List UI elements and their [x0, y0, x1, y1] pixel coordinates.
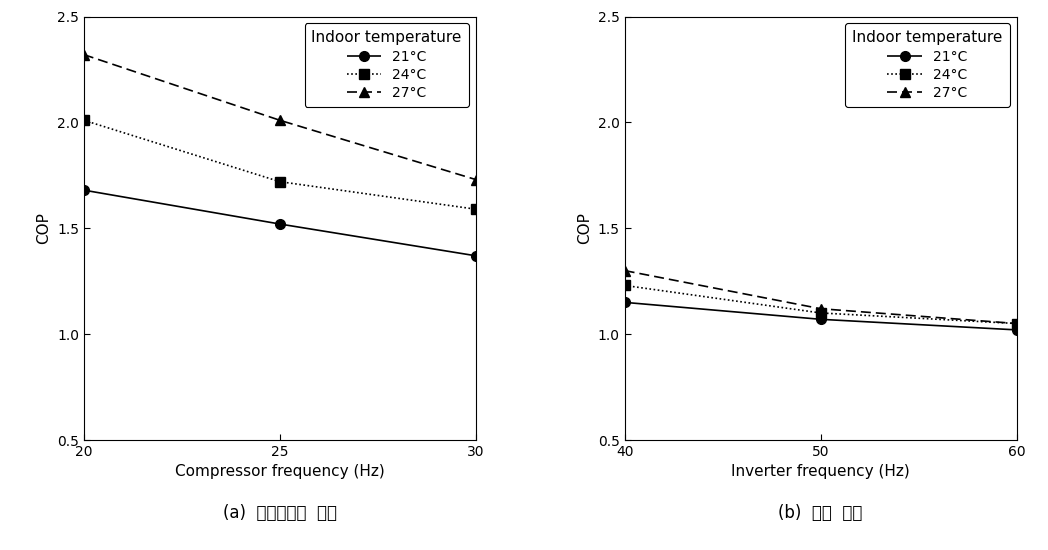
- 27°C: [78, 51, 90, 58]
- 21°C: [618, 299, 631, 306]
- Y-axis label: COP: COP: [577, 212, 592, 244]
- 24°C: [78, 117, 90, 124]
- 21°C: [1010, 327, 1023, 333]
- 27°C: [274, 117, 286, 124]
- Line: 24°C: 24°C: [79, 116, 481, 214]
- Line: 27°C: 27°C: [79, 50, 481, 184]
- Line: 21°C: 21°C: [619, 298, 1022, 335]
- 24°C: [1010, 320, 1023, 327]
- Line: 21°C: 21°C: [79, 185, 481, 261]
- Text: (b)  연구  결과: (b) 연구 결과: [779, 504, 863, 521]
- 24°C: [814, 310, 827, 316]
- X-axis label: Inverter frequency (Hz): Inverter frequency (Hz): [732, 464, 910, 480]
- Legend: 21°C, 24°C, 27°C: 21°C, 24°C, 27°C: [305, 24, 468, 107]
- Line: 24°C: 24°C: [619, 280, 1022, 328]
- X-axis label: Compressor frequency (Hz): Compressor frequency (Hz): [175, 464, 385, 480]
- 24°C: [618, 282, 631, 289]
- 27°C: [814, 305, 827, 312]
- 21°C: [470, 252, 482, 259]
- 27°C: [470, 176, 482, 183]
- 21°C: [78, 187, 90, 194]
- 27°C: [618, 267, 631, 274]
- 24°C: [470, 206, 482, 212]
- 24°C: [274, 178, 286, 185]
- Legend: 21°C, 24°C, 27°C: 21°C, 24°C, 27°C: [846, 24, 1009, 107]
- Y-axis label: COP: COP: [37, 212, 51, 244]
- 27°C: [1010, 320, 1023, 327]
- 21°C: [814, 316, 827, 323]
- Line: 27°C: 27°C: [619, 266, 1022, 328]
- 21°C: [274, 221, 286, 227]
- Text: (a)  시뭔레이션  결과: (a) 시뭔레이션 결과: [223, 504, 336, 521]
